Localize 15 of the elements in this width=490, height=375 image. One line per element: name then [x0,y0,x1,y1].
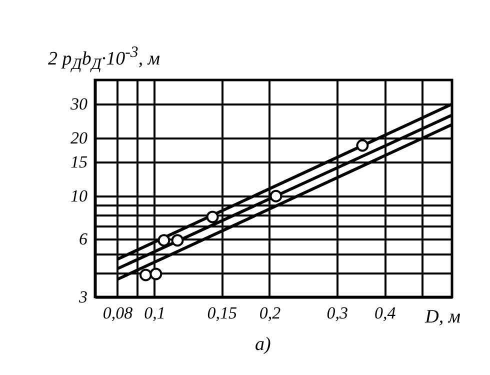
y-tick-label: 30 [70,94,88,114]
y-tick-label: 15 [70,152,88,172]
x-tick-label: 0,1 [144,304,166,322]
x-tick-label: 0,4 [374,304,396,322]
y-tick-label: 3 [78,288,88,306]
y-tick-label: 6 [79,229,88,248]
y-tick-label: 10 [70,186,88,206]
x-axis-title: D, м [424,306,460,328]
text: a) [255,334,271,356]
y-tick-label: 20 [70,128,88,148]
x-tick-label: 0,15 [207,304,238,322]
x-tick-label: 0,3 [326,304,348,322]
x-tick-label: 0,08 [102,304,134,322]
x-tick-label: 0,2 [259,304,282,322]
y-axis-title: 2 p$_{Д}$b$_{Д}$·10$^{-3}$, м [48,44,160,74]
